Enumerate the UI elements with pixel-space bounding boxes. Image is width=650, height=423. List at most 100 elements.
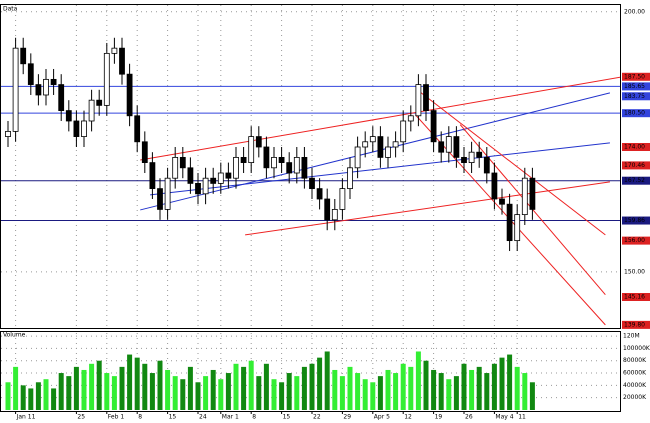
- level-label: 174.00: [624, 143, 645, 150]
- candle-body: [233, 156, 239, 179]
- trendline: [140, 92, 611, 211]
- candle-body: [111, 47, 118, 54]
- candle-body: [119, 47, 125, 75]
- volume-bar: [210, 369, 216, 410]
- candle-body: [461, 156, 467, 163]
- candle-body: [225, 172, 232, 179]
- candle-body: [27, 63, 34, 85]
- candle-body: [476, 151, 483, 158]
- volume-bar: [514, 366, 520, 410]
- y2-tick-label: 100000K: [623, 345, 650, 352]
- price-panel: [0, 4, 621, 329]
- candle-body: [88, 99, 95, 122]
- candle-body: [506, 203, 513, 242]
- candle-body: [58, 84, 65, 111]
- candle-body: [407, 115, 414, 122]
- x-tick-label: 11: [518, 414, 526, 421]
- candle-body: [255, 136, 262, 148]
- candle-body: [134, 115, 141, 143]
- candle-body: [195, 183, 201, 195]
- level-label: 187.50: [624, 73, 645, 80]
- candle-body: [187, 167, 194, 184]
- y-tick-label: 200.00: [624, 8, 645, 15]
- volume-bar: [476, 366, 482, 410]
- volume-bar: [51, 388, 57, 410]
- volume-bar: [423, 360, 429, 410]
- volume-bar: [20, 385, 26, 410]
- volume-bar: [438, 373, 444, 410]
- candle-body: [12, 47, 19, 132]
- volume-bar: [165, 369, 171, 410]
- candle-body: [400, 120, 407, 143]
- volume-bar: [370, 382, 376, 410]
- volume-bar: [233, 363, 239, 410]
- volume-bar: [461, 363, 467, 410]
- volume-bar: [507, 354, 513, 410]
- volume-bar: [355, 373, 361, 410]
- candle-body: [50, 78, 57, 85]
- level-box: [622, 72, 650, 81]
- candle-body: [514, 214, 521, 242]
- candle-body: [521, 177, 528, 216]
- candle-body: [141, 141, 148, 163]
- candle-body: [5, 130, 11, 137]
- candle-body: [149, 162, 156, 190]
- x-tick-label: 22: [313, 414, 321, 421]
- level-label: 185.65: [624, 83, 645, 90]
- candle-body: [263, 146, 270, 169]
- level-box: [622, 92, 650, 101]
- volume-bar: [225, 373, 231, 410]
- y-tick-label: 150.00: [624, 268, 645, 275]
- volume-bar: [66, 376, 72, 410]
- trendline: [419, 91, 606, 236]
- volume-panel: [0, 331, 621, 412]
- volume-bar: [172, 376, 178, 410]
- volume-bar: [279, 382, 285, 410]
- volume-bar: [400, 363, 406, 410]
- x-tick-label: Mar 1: [222, 414, 239, 421]
- candle-body: [377, 136, 384, 158]
- candle-body: [271, 156, 277, 169]
- level-box: [622, 216, 650, 225]
- level-label: 145.16: [624, 294, 645, 301]
- x-tick-label: 25: [77, 414, 85, 421]
- volume-bar: [393, 373, 399, 410]
- candle-body: [293, 156, 300, 174]
- volume-bar: [522, 373, 528, 410]
- candle-body: [20, 47, 27, 65]
- volume-bar: [119, 366, 125, 410]
- volume-bar: [104, 373, 110, 410]
- volume-title: Volume: [3, 332, 26, 339]
- volume-bar: [241, 366, 247, 410]
- candle-body: [529, 177, 536, 210]
- candle-body: [339, 188, 346, 210]
- volume-bar: [431, 369, 437, 410]
- x-tick-label: 29: [343, 414, 351, 421]
- volume-bar: [157, 360, 163, 410]
- candle-body: [240, 156, 247, 163]
- level-label: 167.52: [624, 177, 645, 184]
- level-box: [622, 142, 650, 151]
- y2-tick-label: 120M: [623, 333, 640, 340]
- volume-bar: [111, 376, 117, 410]
- volume-bar: [127, 354, 133, 410]
- candle-body: [65, 110, 72, 122]
- x-tick-label: Feb 1: [108, 414, 125, 421]
- volume-bar: [195, 382, 201, 410]
- volume-bar: [58, 373, 64, 410]
- volume-bar: [134, 357, 140, 410]
- candle-body: [157, 188, 163, 210]
- volume-bar: [484, 373, 490, 410]
- x-tick-label: 24: [199, 414, 207, 421]
- level-box: [622, 293, 650, 302]
- x-tick-label: 8: [252, 414, 256, 421]
- candle-body: [309, 177, 315, 190]
- candle-body: [347, 167, 353, 190]
- volume-bar: [248, 360, 254, 410]
- y2-tick-label: 40000K: [623, 382, 647, 389]
- volume-bar: [529, 382, 535, 410]
- volume-bar: [408, 366, 414, 410]
- candle-body: [278, 156, 285, 163]
- candle-body: [415, 84, 422, 117]
